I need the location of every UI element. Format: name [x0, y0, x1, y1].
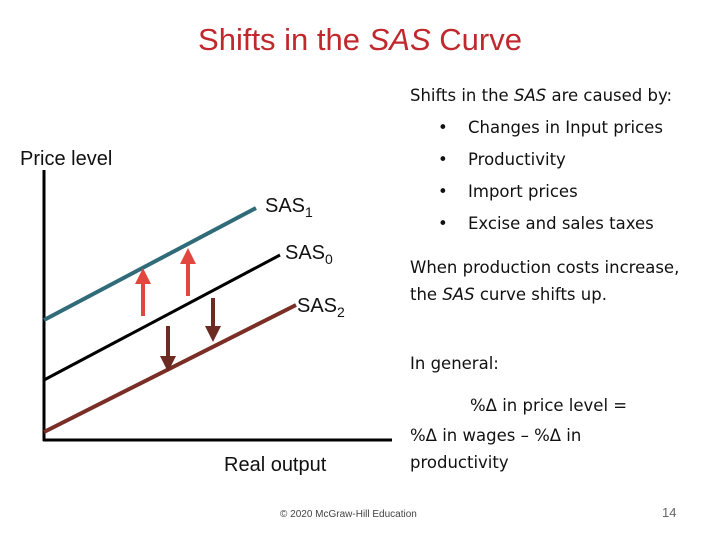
sas2-curve — [43, 303, 297, 434]
curve-name: SAS — [285, 242, 325, 264]
sas1-curve — [43, 206, 257, 322]
intro-text: Shifts in the — [410, 86, 514, 105]
curve-name: SAS — [265, 195, 305, 217]
slide-title: Shifts in the SAS Curve — [0, 22, 720, 58]
bullet-dot: • — [438, 150, 448, 169]
in-general: In general: — [410, 354, 499, 373]
copyright: © 2020 McGraw-Hill Education — [280, 509, 417, 520]
curve-label: SAS0 — [285, 242, 333, 267]
curve-subscript: 2 — [337, 304, 345, 320]
intro-italic: SAS — [513, 86, 547, 105]
bullet-text: Excise and sales taxes — [468, 214, 654, 233]
bullet-text: Productivity — [468, 150, 566, 169]
intro: Shifts in the SAS are caused by: — [410, 82, 672, 109]
sas0-curve — [43, 253, 281, 382]
formula-line: %Δ in wages – %Δ in productivity — [410, 426, 582, 472]
bullet-item: • Import prices — [438, 176, 663, 208]
y-axis-label: Price level — [20, 148, 112, 170]
curve-label: SAS1 — [265, 195, 313, 220]
title-text: Curve — [430, 22, 522, 57]
formula-line: %Δ in price level = — [470, 396, 628, 415]
bullet-dot: • — [438, 214, 448, 233]
bullet-item: • Excise and sales taxes — [438, 208, 663, 240]
paragraph: When production costs increase, the SAS … — [410, 254, 685, 308]
bullet-list: • Changes in Input prices • Productivity • Im… — [438, 112, 663, 240]
page-number: 14 — [662, 505, 677, 520]
x-axis-label: Real output — [224, 454, 327, 476]
intro-text: are caused by: — [546, 86, 673, 105]
bullet-dot: • — [438, 182, 448, 201]
paragraph-italic: SAS — [442, 285, 475, 304]
bullet-item: • Changes in Input prices — [438, 112, 663, 144]
bullet-text: Import prices — [468, 182, 578, 201]
title-italic: SAS — [368, 22, 431, 57]
bullet-text: Changes in Input prices — [468, 118, 663, 137]
bullet-item: • Productivity — [438, 144, 663, 176]
curve-label: SAS2 — [297, 295, 345, 320]
curve-name: SAS — [297, 295, 337, 317]
paragraph-text: curve shifts up. — [474, 285, 607, 304]
paragraph-text: When production costs increase, the — [410, 258, 680, 304]
title-text: Shifts in the — [198, 22, 369, 57]
curve-subscript: 1 — [305, 204, 313, 220]
curve-subscript: 0 — [325, 251, 333, 267]
bullet-dot: • — [438, 118, 448, 137]
